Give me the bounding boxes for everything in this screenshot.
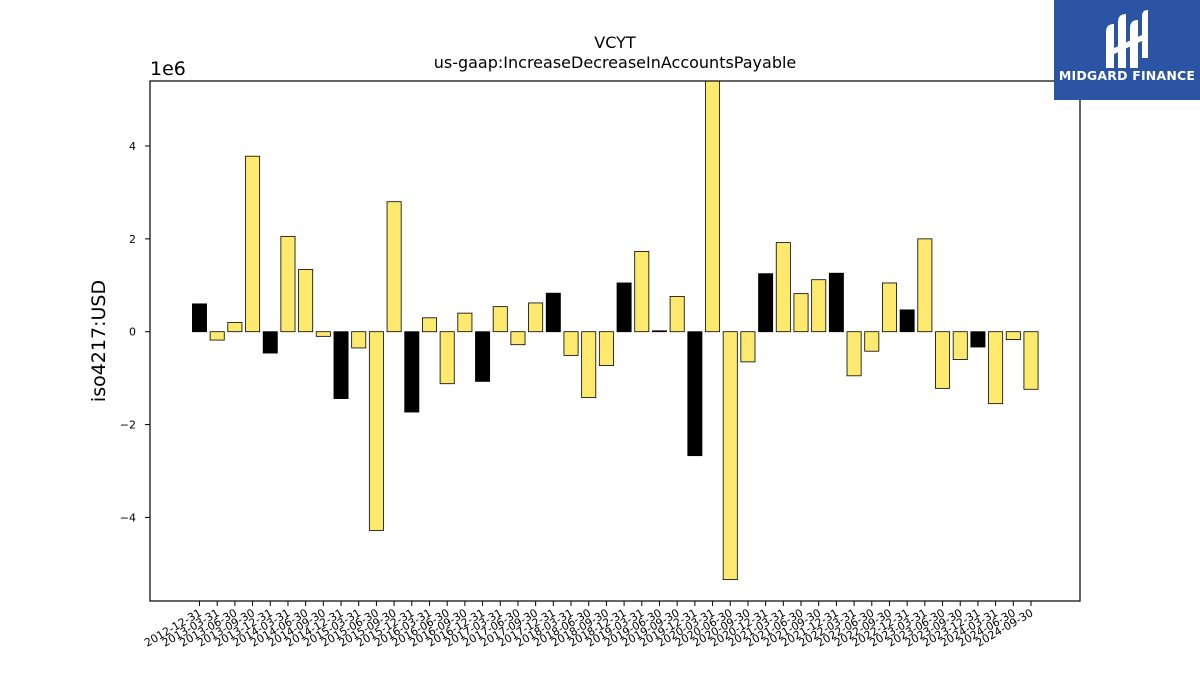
- bar: [687, 331, 703, 457]
- bar: [528, 302, 544, 333]
- bar: [192, 303, 207, 333]
- bar: [475, 331, 491, 382]
- bar: [404, 331, 420, 413]
- bar: [510, 331, 526, 346]
- bar: [598, 331, 614, 366]
- bars-group: [192, 80, 1039, 581]
- bar: [298, 269, 314, 333]
- bar: [227, 322, 243, 333]
- bar: [846, 331, 862, 377]
- brand-name: MIDGARD FINANCE: [1058, 68, 1196, 83]
- y-tick-label: 2: [129, 233, 136, 246]
- bar: [899, 309, 915, 333]
- y-tick-label: −4: [120, 511, 136, 524]
- bar: [1023, 331, 1039, 390]
- bar: [545, 292, 561, 333]
- x-axis-ticks: 2012-12-312013-03-312013-06-302013-09-30…: [142, 601, 1036, 650]
- y-tick-label: 0: [129, 326, 136, 339]
- bar: [634, 250, 650, 333]
- bar: [1005, 331, 1021, 340]
- bar: [669, 296, 685, 333]
- bar: [828, 272, 844, 333]
- bar: [952, 331, 968, 360]
- bar: [581, 331, 597, 399]
- bar: [935, 331, 951, 389]
- chart-title: VCYT: [594, 33, 636, 52]
- bar: [422, 317, 437, 333]
- bar: [917, 238, 933, 333]
- bar: [280, 236, 296, 333]
- bar: [705, 80, 721, 333]
- bar: [492, 306, 508, 333]
- bar: [563, 331, 579, 356]
- bar: [457, 312, 473, 333]
- bar: [740, 331, 756, 363]
- bar: [616, 282, 632, 333]
- bar: [245, 155, 261, 333]
- bar: [351, 331, 367, 349]
- bar: [793, 293, 809, 333]
- midgard-logo-icon: [1106, 10, 1148, 68]
- bar: [722, 331, 738, 581]
- bar: [262, 331, 278, 354]
- chart-subtitle: us-gaap:IncreaseDecreaseInAccountsPayabl…: [434, 53, 797, 72]
- plot-frame: [149, 80, 1081, 602]
- bar: [652, 330, 667, 333]
- y-axis-label: iso4217:USD: [88, 280, 110, 402]
- bar: [988, 331, 1004, 405]
- bar: [439, 331, 455, 385]
- bar: [864, 331, 880, 352]
- brand-logo: MIDGARD FINANCE: [1054, 0, 1200, 100]
- y-axis-ticks: −4 −2 0 2 4: [120, 140, 150, 524]
- y-offset-label: 1e6: [150, 58, 186, 80]
- bar: [881, 282, 897, 333]
- bar: [209, 331, 225, 341]
- bar: [811, 279, 827, 333]
- bar: [775, 242, 791, 333]
- bar: [386, 201, 402, 333]
- bar: [315, 331, 331, 337]
- bar: [333, 331, 349, 399]
- bar: [758, 273, 774, 333]
- bar: [970, 331, 986, 348]
- bar: [368, 331, 384, 531]
- y-tick-label: −2: [120, 419, 136, 432]
- y-tick-label: 4: [129, 140, 136, 153]
